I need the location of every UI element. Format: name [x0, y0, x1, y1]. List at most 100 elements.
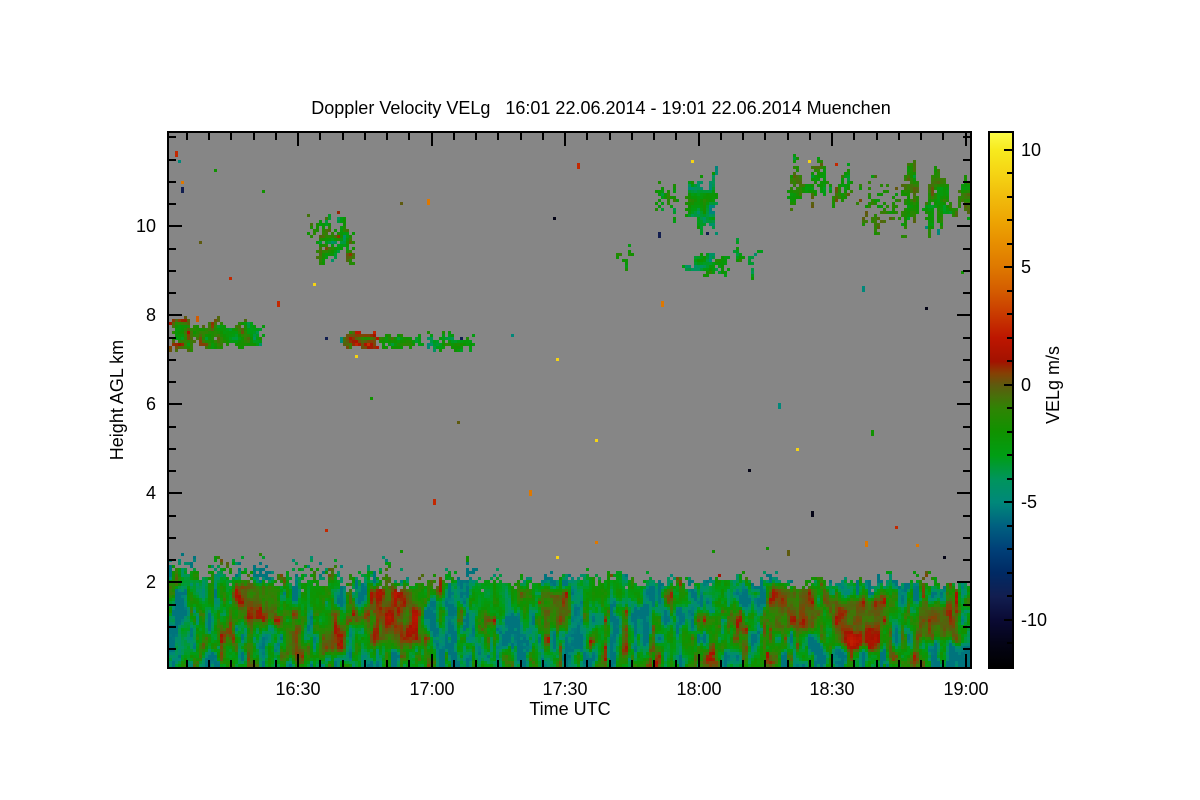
y-minor-tick-right — [963, 292, 970, 294]
x-minor-tick — [275, 660, 277, 667]
x-minor-tick-top — [764, 133, 766, 140]
x-minor-tick — [408, 660, 410, 667]
x-minor-tick-top — [742, 133, 744, 140]
x-tick-label: 18:00 — [676, 679, 722, 699]
y-minor-tick-right — [963, 203, 970, 205]
y-minor-tick-right — [963, 381, 970, 383]
x-minor-tick-top — [186, 133, 188, 140]
y-minor-tick — [169, 359, 176, 361]
y-minor-tick-right — [963, 648, 970, 650]
x-minor-tick — [764, 660, 766, 667]
y-minor-tick-right — [963, 248, 970, 250]
colorbar-gradient — [990, 133, 1012, 667]
x-major-tick-top — [297, 133, 299, 146]
y-minor-tick-right — [963, 181, 970, 183]
y-tick-label: 6 — [145, 394, 156, 414]
x-minor-tick-top — [364, 133, 366, 140]
colorbar-tick-label: 10 — [1021, 140, 1042, 160]
x-tick-label: 18:30 — [809, 679, 855, 699]
x-minor-tick — [386, 660, 388, 667]
colorbar-minor-tick — [1007, 290, 1012, 292]
colorbar-tick-label: 5 — [1021, 257, 1032, 277]
x-tick-label: 17:30 — [542, 679, 588, 699]
colorbar-tick-label: 0 — [1021, 375, 1032, 395]
y-minor-tick-right — [963, 537, 970, 539]
x-minor-tick-top — [809, 133, 811, 140]
x-minor-tick — [186, 660, 188, 667]
x-major-tick — [297, 654, 299, 667]
x-major-tick-top — [831, 133, 833, 146]
colorbar-minor-tick — [1007, 313, 1012, 315]
x-minor-tick-top — [275, 133, 277, 140]
y-major-tick — [169, 581, 182, 583]
colorbar-minor-tick — [1007, 666, 1012, 668]
colorbar-major-tick — [1004, 149, 1012, 151]
y-major-tick — [169, 314, 182, 316]
x-major-tick-top — [698, 133, 700, 146]
x-axis-title: Time UTC — [529, 699, 611, 719]
x-minor-tick — [364, 660, 366, 667]
x-major-tick — [431, 654, 433, 667]
colorbar-major-tick — [1004, 619, 1012, 621]
y-major-tick-right — [957, 314, 970, 316]
x-minor-tick — [898, 660, 900, 667]
x-minor-tick — [453, 660, 455, 667]
x-minor-tick — [631, 660, 633, 667]
x-minor-tick-top — [208, 133, 210, 140]
y-minor-tick — [169, 470, 176, 472]
y-minor-tick-right — [963, 604, 970, 606]
colorbar-minor-tick — [1007, 431, 1012, 433]
x-minor-tick-top — [853, 133, 855, 140]
y-minor-tick-right — [963, 448, 970, 450]
colorbar-minor-tick — [1007, 243, 1012, 245]
y-minor-tick — [169, 337, 176, 339]
x-major-tick-top — [431, 133, 433, 146]
y-minor-tick — [169, 559, 176, 561]
x-minor-tick-top — [675, 133, 677, 140]
y-minor-tick-right — [963, 470, 970, 472]
y-minor-tick — [169, 181, 176, 183]
x-minor-tick — [742, 660, 744, 667]
x-minor-tick — [876, 660, 878, 667]
x-minor-tick-top — [453, 133, 455, 140]
y-minor-tick — [169, 270, 176, 272]
y-major-tick-right — [957, 225, 970, 227]
colorbar-tick-label: -10 — [1021, 610, 1048, 630]
y-minor-tick — [169, 448, 176, 450]
colorbar-major-tick — [1004, 384, 1012, 386]
x-minor-tick — [586, 660, 588, 667]
y-tick-label: 4 — [145, 483, 156, 503]
colorbar-minor-tick — [1007, 454, 1012, 456]
x-major-tick — [698, 654, 700, 667]
colorbar-minor-tick — [1007, 407, 1012, 409]
y-minor-tick — [169, 426, 176, 428]
x-minor-tick-top — [475, 133, 477, 140]
x-minor-tick — [475, 660, 477, 667]
x-minor-tick — [920, 660, 922, 667]
x-minor-tick — [253, 660, 255, 667]
y-minor-tick-right — [963, 515, 970, 517]
colorbar-minor-tick — [1007, 548, 1012, 550]
y-minor-tick — [169, 626, 176, 628]
y-tick-label: 2 — [145, 572, 156, 592]
x-minor-tick — [787, 660, 789, 667]
x-minor-tick-top — [653, 133, 655, 140]
colorbar-minor-tick — [1007, 219, 1012, 221]
y-minor-tick-right — [963, 426, 970, 428]
x-major-tick — [965, 654, 967, 667]
x-major-tick — [564, 654, 566, 667]
x-minor-tick-top — [497, 133, 499, 140]
y-minor-tick — [169, 604, 176, 606]
plot-frame — [167, 131, 972, 669]
y-major-tick — [169, 492, 182, 494]
x-minor-tick-top — [319, 133, 321, 140]
x-tick-label: 19:00 — [943, 679, 989, 699]
y-minor-tick — [169, 381, 176, 383]
chart-title: Doppler Velocity VELg 16:01 22.06.2014 -… — [311, 98, 891, 118]
y-tick-label: 10 — [135, 216, 156, 236]
y-tick-label: 8 — [145, 305, 156, 325]
x-minor-tick — [342, 660, 344, 667]
x-minor-tick-top — [631, 133, 633, 140]
colorbar-major-tick — [1004, 266, 1012, 268]
